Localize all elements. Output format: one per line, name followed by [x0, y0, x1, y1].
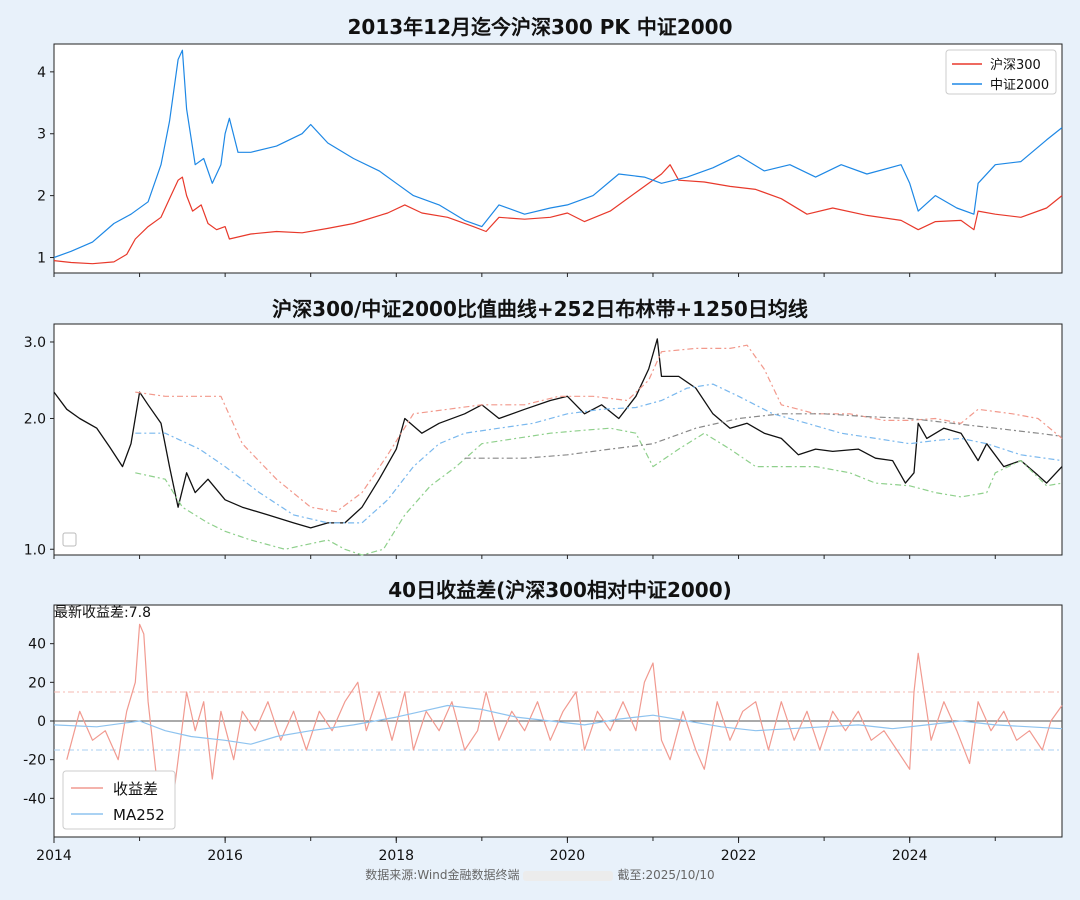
- x-tick-label: 2014: [36, 848, 72, 864]
- y-tick-label: 40: [28, 637, 46, 653]
- legend-label: 收益差: [113, 780, 158, 798]
- chart2-content: 1.0 2.0 3.0: [24, 335, 1063, 559]
- chart2-plot-area: [53, 323, 1063, 556]
- y-tick-label: 2.0: [24, 411, 46, 427]
- series-line-1-2: [135, 383, 1063, 524]
- chart1-title: 2013年12月迄今沪深300 PK 中证2000: [348, 15, 733, 39]
- y-tick-label: 0: [37, 714, 46, 730]
- chart3-content: -40 -20 0 20 40 2014 2016 2018 2020 2022 2024 最新收益差…: [23, 605, 1063, 864]
- footer-source: 数据来源:Wind金融数据终端: [365, 868, 520, 882]
- series-line-0-1: [53, 49, 1063, 259]
- legend-label: MA252: [113, 806, 165, 824]
- x-tick-label: 2016: [207, 848, 243, 864]
- latest-spread-annotation: 最新收益差:7.8: [54, 605, 151, 621]
- series-line-2-1: [53, 704, 1063, 745]
- series-line-1-4: [464, 413, 1063, 459]
- y-tick-label: -40: [23, 791, 46, 807]
- chart1-legend: [945, 49, 1057, 95]
- chart2-empty-legend: [62, 532, 77, 547]
- x-tick-label: 2020: [550, 848, 586, 864]
- y-tick-label: 1: [37, 251, 46, 267]
- series-line-0-0: [53, 164, 1063, 265]
- y-tick-label: 1.0: [24, 542, 46, 558]
- legend-label: 中证2000: [990, 78, 1049, 93]
- x-tick-label: 2018: [378, 848, 414, 864]
- chart2-title: 沪深300/中证2000比值曲线+252日布林带+1250日均线: [272, 297, 808, 321]
- y-tick-label: 3.0: [24, 335, 46, 351]
- footer: 数据来源:Wind金融数据终端 截至:2025/10/10: [0, 866, 1080, 883]
- chart1-content: 1 2 3 4 沪深300 中证2000: [37, 49, 1063, 277]
- series-line-2-0: [66, 623, 1063, 828]
- y-tick-label: 2: [37, 189, 46, 205]
- y-tick-label: 4: [37, 65, 46, 81]
- series-line-1-0: [53, 338, 1063, 529]
- series-line-1-3: [135, 427, 1063, 556]
- y-tick-label: 20: [28, 675, 46, 691]
- y-tick-label: 3: [37, 127, 46, 143]
- x-tick-label: 2024: [892, 848, 928, 864]
- chart3-title: 40日收益差(沪深300相对中证2000): [388, 578, 732, 602]
- footer-date: 截至:2025/10/10: [617, 868, 715, 882]
- legend-label: 沪深300: [990, 57, 1041, 73]
- redacted-blur: [523, 870, 614, 881]
- y-tick-label: -20: [23, 753, 46, 769]
- chart1-plot-area: [53, 43, 1063, 274]
- x-tick-label: 2022: [721, 848, 757, 864]
